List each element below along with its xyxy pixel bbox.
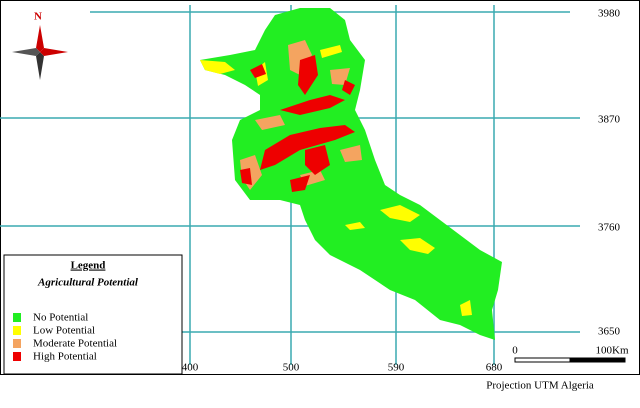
north-arrow: N — [12, 11, 68, 80]
grid-y-label: 3870 — [598, 114, 621, 126]
grid-y-label: 3980 — [598, 8, 621, 20]
legend-label: High Potential — [33, 351, 97, 363]
legend-label: No Potential — [33, 312, 88, 324]
grid-x-label: 400 — [182, 362, 199, 374]
scale-bar: 0 100Km — [512, 345, 629, 363]
scale-segment — [514, 357, 571, 363]
legend-subtitle: Agricultural Potential — [37, 277, 139, 289]
legend-swatch — [13, 326, 21, 335]
legend-label: Low Potential — [33, 325, 95, 337]
grid-y-label: 3760 — [598, 222, 621, 234]
no-potential-area — [200, 8, 502, 340]
grid-x-label: 500 — [283, 362, 300, 374]
arrow-part — [40, 48, 68, 56]
region — [200, 8, 502, 340]
legend-swatch — [13, 352, 21, 361]
legend-title: Legend — [71, 260, 106, 272]
high-potential-area — [240, 55, 355, 192]
scale-segment — [569, 357, 626, 363]
north-label: N — [34, 11, 42, 23]
grid-x-label: 680 — [486, 362, 503, 374]
arrow-part — [36, 25, 44, 52]
scale-end: 100Km — [596, 345, 629, 357]
moderate-potential-area — [240, 40, 362, 190]
legend-swatch — [13, 339, 21, 348]
projection-note: Projection UTM Algeria — [486, 380, 594, 392]
grid-y-label: 3650 — [598, 326, 621, 338]
grid-x-label: 590 — [388, 362, 405, 374]
legend-box — [3, 254, 183, 375]
legend-swatch — [13, 313, 21, 322]
arrow-part — [36, 52, 44, 80]
scale-start: 0 — [512, 345, 518, 357]
legend: Legend Agricultural Potential No Potenti… — [3, 254, 183, 375]
legend-label: Moderate Potential — [33, 338, 117, 350]
arrow-part — [12, 48, 40, 56]
